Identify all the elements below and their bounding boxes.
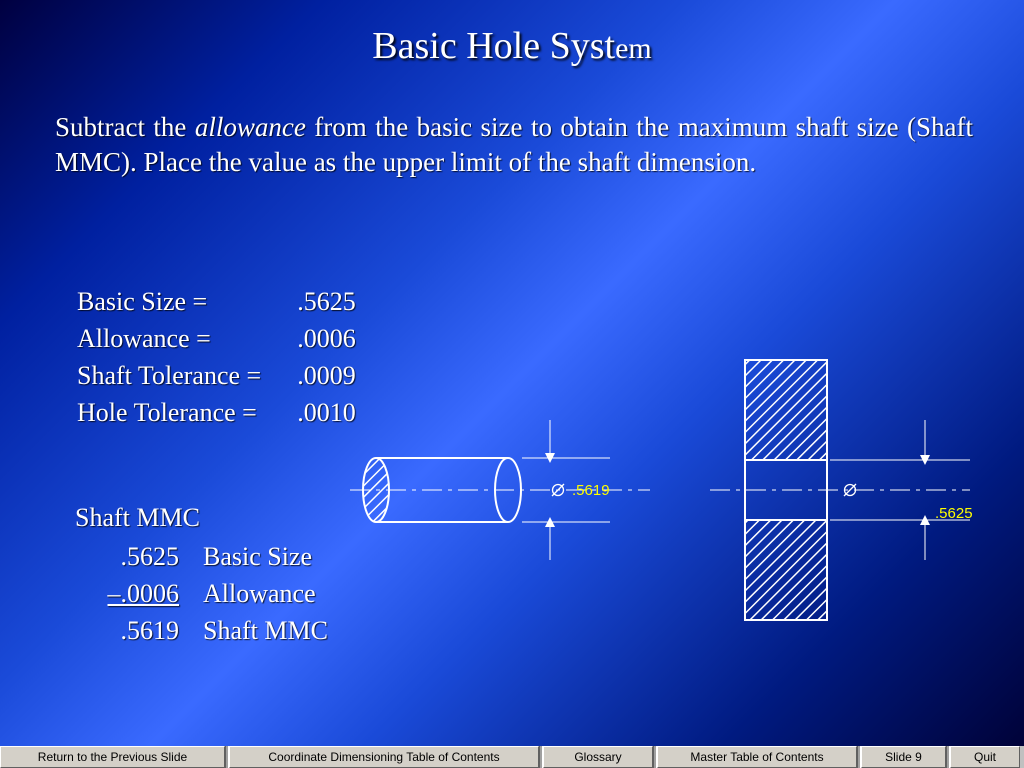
param-value: .5625 bbox=[269, 284, 356, 319]
coord-dim-toc-button[interactable]: Coordinate Dimensioning Table of Content… bbox=[229, 746, 539, 768]
calc-num: –.0006 bbox=[77, 576, 197, 611]
param-label: Hole Tolerance = bbox=[77, 395, 267, 430]
param-value: .0009 bbox=[269, 358, 356, 393]
parameter-table: Basic Size =.5625 Allowance =.0006 Shaft… bbox=[75, 282, 358, 432]
calc-table: .5625Basic Size –.0006Allowance .5619Sha… bbox=[75, 537, 330, 650]
master-toc-button[interactable]: Master Table of Contents bbox=[657, 746, 857, 768]
slide: Basic Hole System Subtract the allowance… bbox=[0, 0, 1024, 768]
slide-number-button[interactable]: Slide 9 bbox=[861, 746, 946, 768]
calc-num: .5625 bbox=[77, 539, 197, 574]
calc-row: .5619Shaft MMC bbox=[77, 613, 328, 648]
param-value: .0006 bbox=[269, 321, 356, 356]
calc-desc: Basic Size bbox=[199, 539, 328, 574]
calc-row: .5625Basic Size bbox=[77, 539, 328, 574]
glossary-button[interactable]: Glossary bbox=[543, 746, 653, 768]
param-label: Basic Size = bbox=[77, 284, 267, 319]
title-main: Basic Hole Syst bbox=[372, 25, 615, 67]
calc-desc: Shaft MMC bbox=[199, 613, 328, 648]
calculation-block: Shaft MMC .5625Basic Size –.0006Allowanc… bbox=[75, 500, 330, 650]
table-row: Basic Size =.5625 bbox=[77, 284, 356, 319]
title-suffix: em bbox=[615, 32, 652, 65]
calc-desc: Allowance bbox=[199, 576, 328, 611]
hole-dim-value: .5625 bbox=[935, 505, 973, 522]
param-value: .0010 bbox=[269, 395, 356, 430]
param-label: Shaft Tolerance = bbox=[77, 358, 267, 393]
engineering-diagram: .5619 .5625 bbox=[350, 340, 1010, 640]
page-title: Basic Hole System bbox=[0, 24, 1024, 68]
calc-header: Shaft MMC bbox=[75, 500, 330, 535]
nav-bar: Return to the Previous Slide Coordinate … bbox=[0, 746, 1024, 768]
calc-row: –.0006Allowance bbox=[77, 576, 328, 611]
quit-button[interactable]: Quit bbox=[950, 746, 1020, 768]
body-pre: Subtract the bbox=[55, 112, 195, 142]
body-text: Subtract the allowance from the basic si… bbox=[55, 110, 973, 180]
calc-num: .5619 bbox=[77, 613, 197, 648]
table-row: Shaft Tolerance =.0009 bbox=[77, 358, 356, 393]
table-row: Allowance =.0006 bbox=[77, 321, 356, 356]
body-italic: allowance bbox=[195, 112, 306, 142]
param-label: Allowance = bbox=[77, 321, 267, 356]
table-row: Hole Tolerance =.0010 bbox=[77, 395, 356, 430]
return-previous-slide-button[interactable]: Return to the Previous Slide bbox=[0, 746, 225, 768]
shaft-dim-value: .5619 bbox=[572, 482, 610, 499]
diameter-icon bbox=[552, 484, 564, 496]
